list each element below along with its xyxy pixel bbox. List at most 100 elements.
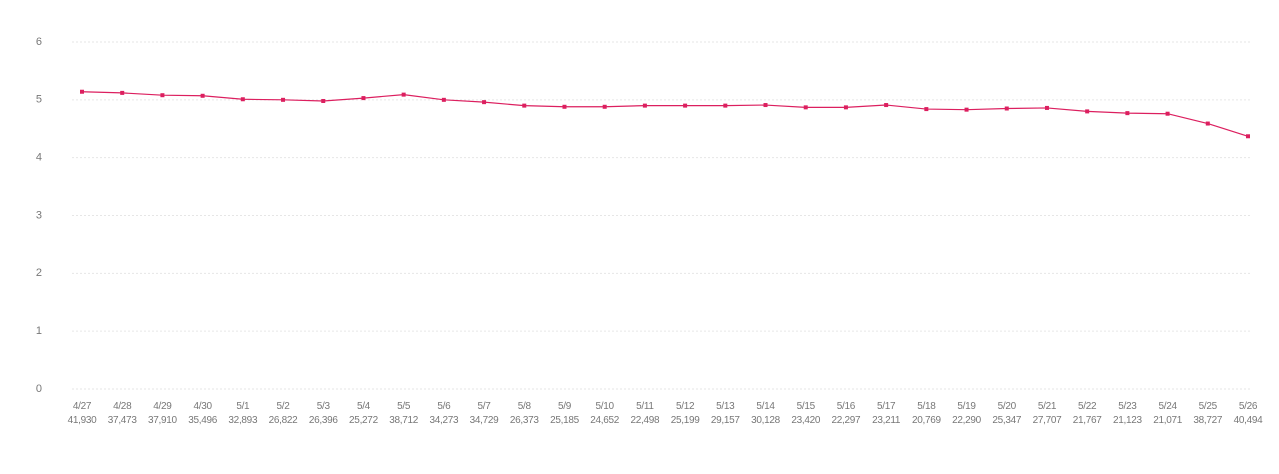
x-tick-label: 5/2 xyxy=(277,401,291,412)
data-point[interactable] xyxy=(1085,109,1090,114)
y-tick-label: 5 xyxy=(36,94,42,106)
x-tick-label: 4/29 xyxy=(153,401,172,412)
data-point[interactable] xyxy=(281,97,286,102)
x-tick-label: 5/14 xyxy=(756,401,775,412)
x-tick-sublabel: 26,373 xyxy=(510,415,540,426)
x-tick-sublabel: 41,930 xyxy=(68,415,98,426)
x-tick-sublabel: 37,910 xyxy=(148,415,178,426)
data-point[interactable] xyxy=(482,100,487,105)
x-tick-sublabel: 21,071 xyxy=(1153,415,1183,426)
data-point[interactable] xyxy=(763,103,768,108)
x-tick-label: 5/16 xyxy=(837,401,856,412)
x-tick-sublabel: 37,473 xyxy=(108,415,138,426)
data-point[interactable] xyxy=(1246,134,1250,139)
data-point[interactable] xyxy=(1125,111,1130,116)
x-tick-label: 4/27 xyxy=(73,401,92,412)
data-point[interactable] xyxy=(1004,106,1009,111)
x-tick-label: 5/19 xyxy=(957,401,976,412)
x-tick-sublabel: 26,822 xyxy=(269,415,299,426)
data-point[interactable] xyxy=(803,105,808,110)
x-tick-label: 5/9 xyxy=(558,401,572,412)
data-point[interactable] xyxy=(200,93,205,98)
data-point[interactable] xyxy=(321,98,326,103)
x-tick-sublabel: 32,893 xyxy=(228,415,258,426)
grid-lines xyxy=(72,41,1250,390)
x-tick-label: 5/11 xyxy=(636,401,654,412)
data-point[interactable] xyxy=(361,96,366,101)
data-point[interactable] xyxy=(642,103,647,108)
y-tick-label: 2 xyxy=(36,267,42,279)
x-tick-label: 5/5 xyxy=(397,401,411,412)
x-tick-label: 5/20 xyxy=(998,401,1017,412)
x-tick-label: 5/22 xyxy=(1078,401,1097,412)
y-tick-label: 1 xyxy=(36,325,42,337)
y-tick-label: 4 xyxy=(36,152,42,164)
x-tick-label: 5/15 xyxy=(797,401,816,412)
x-tick-sublabel: 38,727 xyxy=(1193,415,1223,426)
data-point[interactable] xyxy=(1044,105,1049,110)
x-tick-sublabel: 25,199 xyxy=(671,415,701,426)
x-tick-label: 5/10 xyxy=(596,401,615,412)
x-tick-sublabel: 23,420 xyxy=(791,415,821,426)
x-tick-label: 5/8 xyxy=(518,401,532,412)
y-axis: 0 1 2 3 4 5 6 xyxy=(36,36,42,395)
x-tick-sublabel: 29,157 xyxy=(711,415,741,426)
x-tick-sublabel: 20,769 xyxy=(912,415,942,426)
x-tick-sublabel: 22,290 xyxy=(952,415,982,426)
x-tick-sublabel: 25,272 xyxy=(349,415,379,426)
data-point[interactable] xyxy=(1205,121,1210,126)
x-tick-label: 5/17 xyxy=(877,401,896,412)
x-tick-label: 5/25 xyxy=(1199,401,1218,412)
x-tick-sublabel: 34,273 xyxy=(429,415,459,426)
x-tick-sublabel: 40,494 xyxy=(1234,415,1264,426)
x-tick-sublabel: 25,185 xyxy=(550,415,580,426)
y-tick-label: 3 xyxy=(36,209,42,221)
x-tick-label: 5/21 xyxy=(1038,401,1057,412)
x-tick-label: 5/13 xyxy=(716,401,735,412)
x-tick-sublabel: 24,652 xyxy=(590,415,620,426)
data-point[interactable] xyxy=(401,92,406,97)
data-point[interactable] xyxy=(1165,111,1170,116)
x-tick-sublabel: 38,712 xyxy=(389,415,419,426)
x-tick-sublabel: 27,707 xyxy=(1033,415,1063,426)
x-tick-sublabel: 22,498 xyxy=(630,415,660,426)
x-tick-label: 4/28 xyxy=(113,401,132,412)
series-layer xyxy=(80,89,1250,139)
data-point[interactable] xyxy=(120,90,125,95)
x-tick-label: 5/12 xyxy=(676,401,695,412)
x-tick-sublabel: 23,211 xyxy=(872,415,901,426)
data-point[interactable] xyxy=(964,107,969,112)
x-tick-label: 5/1 xyxy=(236,401,250,412)
series-line xyxy=(81,91,1249,137)
x-tick-sublabel: 34,729 xyxy=(470,415,500,426)
data-point[interactable] xyxy=(240,97,245,102)
x-tick-label: 5/23 xyxy=(1118,401,1137,412)
data-point[interactable] xyxy=(522,103,527,108)
x-tick-label: 5/4 xyxy=(357,401,371,412)
data-point[interactable] xyxy=(160,93,165,98)
data-point[interactable] xyxy=(602,104,607,109)
data-point[interactable] xyxy=(562,104,567,109)
data-point[interactable] xyxy=(924,107,929,112)
data-point[interactable] xyxy=(683,103,688,108)
x-tick-sublabel: 21,767 xyxy=(1073,415,1103,426)
x-tick-label: 5/26 xyxy=(1239,401,1258,412)
x-tick-label: 5/6 xyxy=(437,401,451,412)
x-tick-sublabel: 35,496 xyxy=(188,415,218,426)
x-tick-sublabel: 25,347 xyxy=(992,415,1022,426)
x-tick-sublabel: 26,396 xyxy=(309,415,339,426)
x-tick-label: 4/30 xyxy=(193,401,212,412)
y-tick-label: 6 xyxy=(36,36,42,48)
x-tick-label: 5/7 xyxy=(478,401,492,412)
data-point[interactable] xyxy=(843,105,848,110)
data-point[interactable] xyxy=(884,103,889,108)
x-tick-sublabel: 22,297 xyxy=(832,415,862,426)
data-point[interactable] xyxy=(80,89,84,94)
data-point[interactable] xyxy=(441,97,446,102)
data-point[interactable] xyxy=(723,103,728,108)
x-tick-label: 5/18 xyxy=(917,401,936,412)
x-tick-sublabel: 30,128 xyxy=(751,415,781,426)
x-tick-sublabel: 21,123 xyxy=(1113,415,1143,426)
x-axis: 4/27 41,930 4/28 37,473 4/29 37,910 4/30 35,496… xyxy=(68,401,1264,426)
